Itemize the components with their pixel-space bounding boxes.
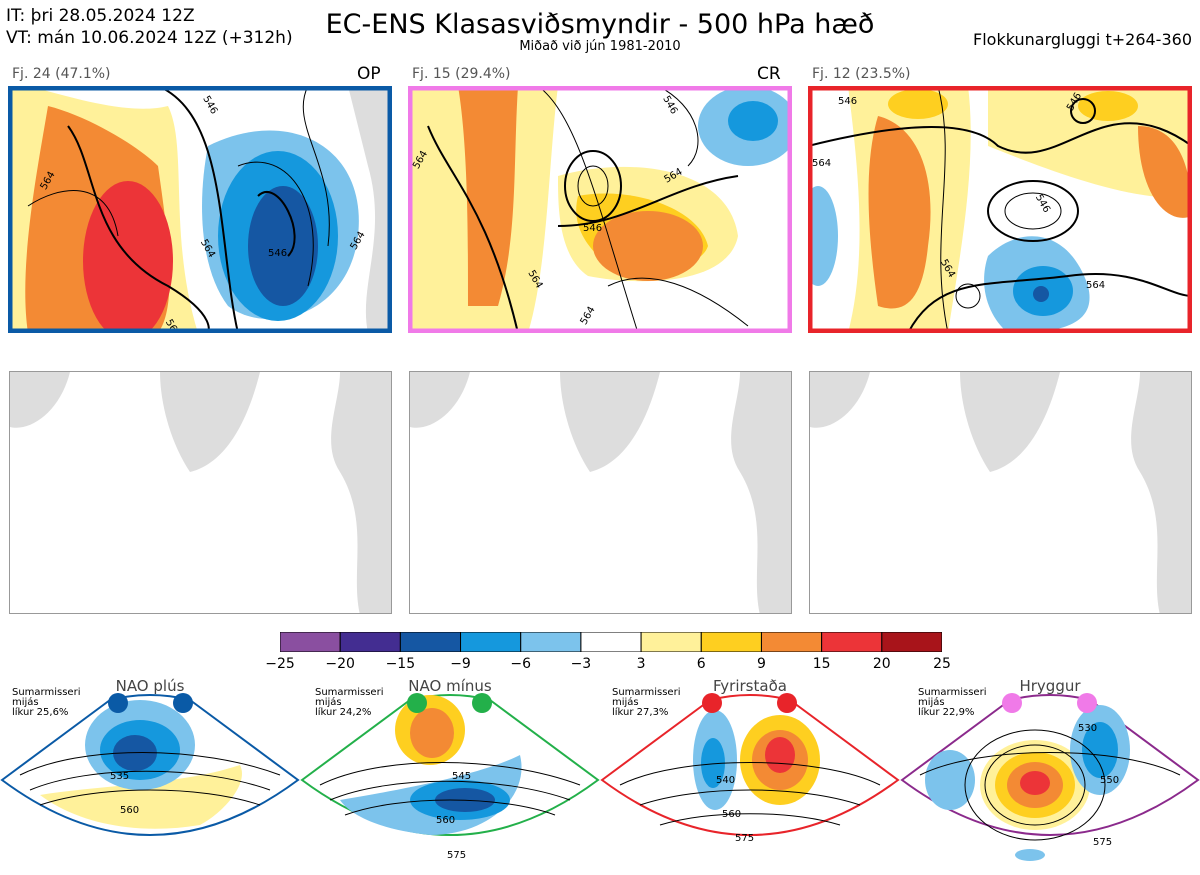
page-title: EC-ENS Klasasviðsmyndir - 500 hPa hæð: [325, 9, 875, 40]
colorbar-tick-label: 20: [872, 656, 891, 672]
header-info: IT: þri 28.05.2024 12Z VT: mán 10.06.202…: [6, 5, 293, 49]
regime-dot: [1002, 693, 1022, 713]
regime-info-nao-minus: Sumarmisseri mijás líkur 24,2%: [315, 687, 384, 718]
valid-time: VT: mán 10.06.2024 12Z (+312h): [6, 28, 293, 48]
regime-dot: [108, 693, 128, 713]
regime-dot: [407, 693, 427, 713]
contour-label: 560: [722, 809, 741, 820]
colorbar-segment: [520, 631, 582, 653]
colorbar-tick-label: −6: [510, 656, 532, 672]
colorbar-segment: [821, 631, 883, 653]
contour-label: 535: [110, 771, 129, 782]
panel-1-tag: OP: [357, 64, 381, 84]
colorbar-segment: [399, 631, 462, 653]
colorbar-tick-label: −25: [265, 656, 295, 672]
regime-nao-plus: 535 560: [0, 694, 300, 836]
colorbar-tick-label: 6: [696, 656, 706, 672]
climate-regimes: 535 560 545 560 575: [0, 675, 1200, 871]
colorbar-segment: [460, 631, 522, 653]
contour-label: 564: [1086, 280, 1105, 291]
panel-2-label: Fj. 15 (29.4%): [412, 66, 511, 82]
regime-dot: [173, 693, 193, 713]
page-subtitle: Miðað við jún 1981-2010: [519, 39, 681, 54]
colorbar: [279, 631, 943, 653]
regime-name-blocking: Fyrirstaða: [713, 677, 787, 695]
regime-name-nao-plus: NAO plús: [115, 677, 185, 695]
contour-label: 530: [1078, 723, 1097, 734]
contour-label: 546: [268, 248, 287, 259]
regime-name-ridge: Hryggur: [1019, 677, 1081, 695]
colorbar-tick-label: −20: [325, 656, 355, 672]
panel-1-label: Fj. 24 (47.1%): [12, 66, 111, 82]
contour-label: 545: [452, 771, 471, 782]
contour-label: 560: [436, 815, 455, 826]
init-time: IT: þri 28.05.2024 12Z: [6, 6, 195, 26]
regime-nao-minus: 545 560 575: [300, 694, 600, 861]
regime-dot: [472, 693, 492, 713]
colorbar-tick-label: 9: [756, 656, 766, 672]
panel-3-label: Fj. 12 (23.5%): [812, 66, 911, 82]
colorbar-tick-label: 3: [636, 656, 646, 672]
colorbar-tick-label: −15: [385, 656, 416, 672]
regime-dot: [777, 693, 797, 713]
colorbar-segment: [640, 631, 702, 653]
regime-name-nao-minus: NAO mínus: [408, 677, 492, 695]
colorbar-segment: [760, 631, 823, 653]
regime-dot: [1077, 693, 1097, 713]
cluster-map-2: 546 564 546 564 564 564: [408, 86, 792, 333]
contour-label: 560: [120, 805, 139, 816]
regime-blocking: 540 560 575: [600, 694, 900, 844]
regime-ridge: 530 550 575: [900, 694, 1200, 861]
colorbar-tick-label: 25: [933, 656, 951, 672]
cluster-map-1: 546 564 546 564 564 564: [8, 86, 392, 333]
colorbar-segment: [339, 631, 401, 653]
empty-map-3: [809, 371, 1192, 614]
contour-label: 540: [716, 775, 735, 786]
colorbar-tick-label: −3: [570, 656, 592, 672]
contour-label: 550: [1100, 775, 1119, 786]
contour-label: 575: [447, 850, 466, 861]
regime-dot: [702, 693, 722, 713]
contour-label: 564: [812, 158, 831, 169]
contour-label: 575: [735, 833, 754, 844]
colorbar-segment: [279, 631, 341, 653]
empty-map-2: [409, 371, 792, 614]
colorbar-tick-label: 15: [812, 656, 831, 672]
regime-info-blocking: Sumarmisseri mijás líkur 27,3%: [612, 687, 681, 718]
regime-info-nao-plus: Sumarmisseri mijás líkur 25,6%: [12, 687, 81, 718]
colorbar-segment: [700, 631, 762, 653]
classification-window: Flokkunargluggi t+264-360: [973, 30, 1192, 49]
contour-label: 546: [583, 223, 602, 234]
colorbar-segment: [580, 631, 642, 653]
contour-label: 546: [838, 96, 857, 107]
colorbar-segment: [881, 631, 943, 653]
panel-2-tag: CR: [757, 64, 781, 84]
colorbar-tick-label: −9: [450, 656, 471, 672]
cluster-map-3: 546 546 564 564 564 546: [808, 86, 1192, 333]
contour-label: 575: [1093, 837, 1112, 848]
empty-map-1: [9, 371, 392, 614]
regime-info-ridge: Sumarmisseri mijás líkur 22,9%: [918, 687, 987, 718]
